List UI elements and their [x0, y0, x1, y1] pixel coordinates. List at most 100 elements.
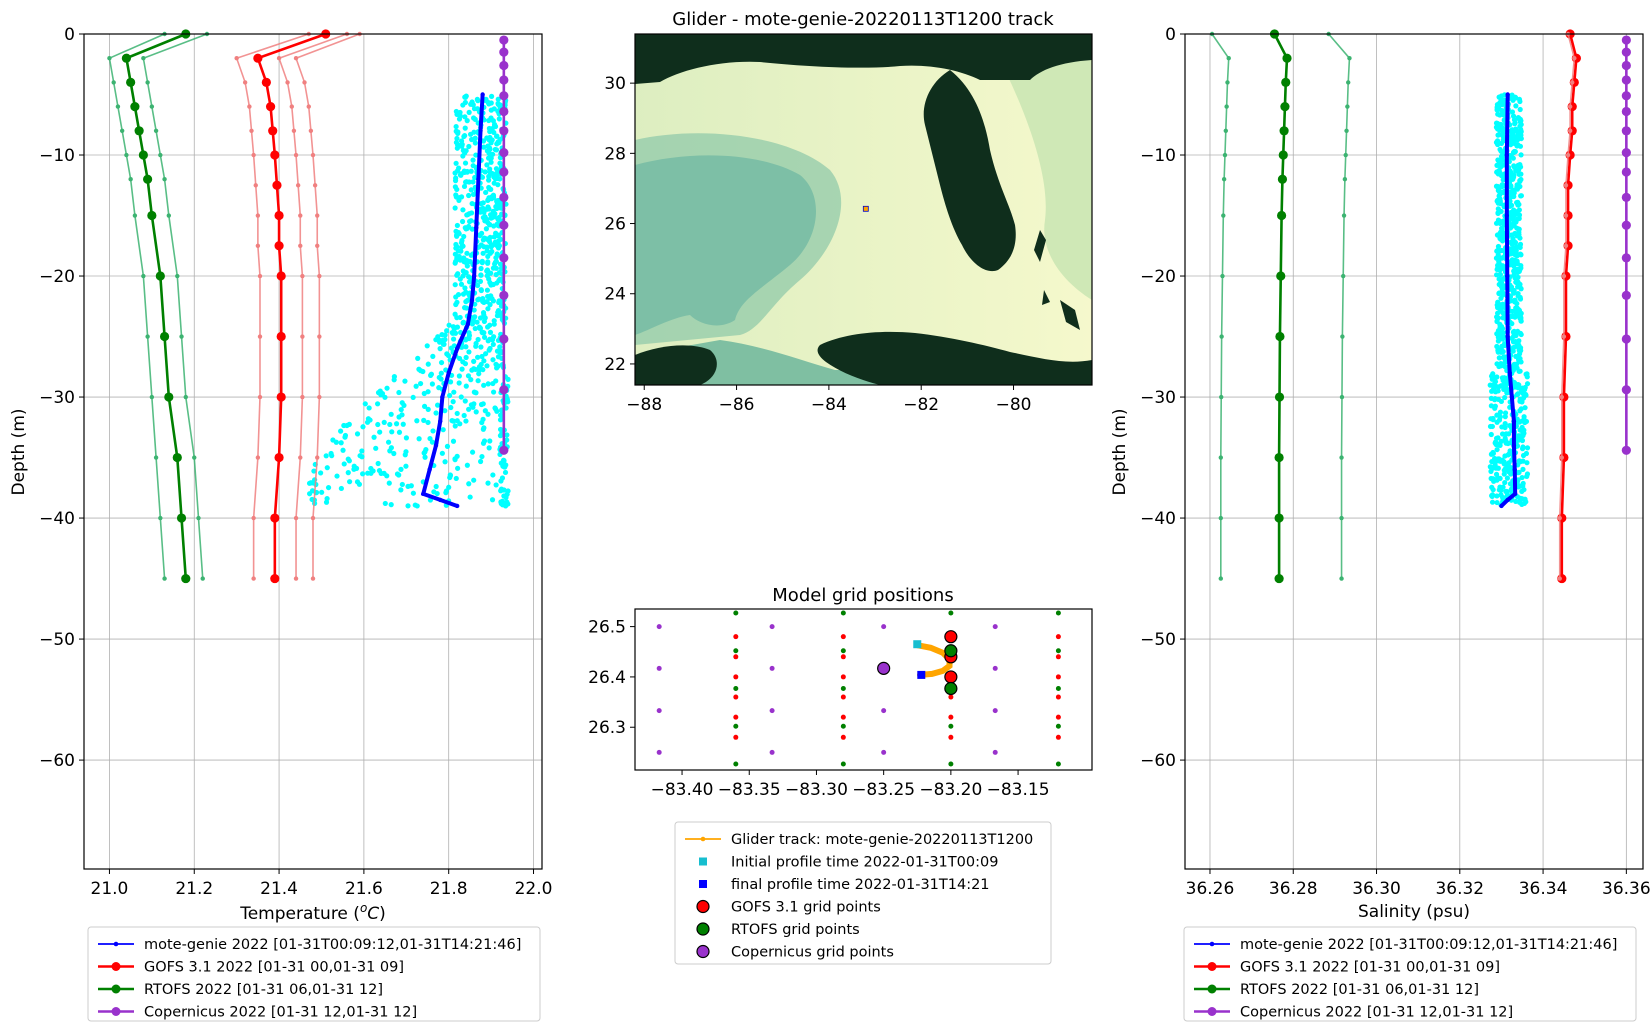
raw-glider-point	[453, 232, 460, 238]
raw-glider-point	[410, 490, 416, 496]
legend-marker-icon	[111, 1007, 121, 1016]
raw-glider-point	[429, 381, 436, 387]
series-line	[1273, 33, 1289, 579]
raw-glider-point	[1518, 132, 1524, 138]
raw-glider-point	[1495, 310, 1501, 316]
raw-glider-point	[1499, 336, 1506, 342]
raw-glider-point	[396, 389, 402, 396]
raw-glider-point	[471, 389, 477, 395]
track-map-title: Glider - mote-genie-20220113T1200 track	[672, 9, 1054, 30]
yucatan-land	[635, 345, 717, 385]
raw-glider-point	[493, 258, 500, 265]
raw-glider-point	[311, 468, 317, 474]
raw-glider-point	[461, 412, 467, 419]
raw-glider-point	[477, 278, 484, 284]
series-point	[1621, 47, 1631, 57]
series-point	[499, 35, 509, 45]
raw-glider-point	[466, 192, 472, 199]
raw-glider-point	[488, 244, 494, 250]
legend-marker-icon	[1209, 941, 1215, 947]
raw-glider-point	[1488, 403, 1494, 409]
rtofs-grid-point	[840, 610, 846, 616]
raw-glider-point	[481, 318, 487, 325]
raw-glider-point	[470, 191, 477, 198]
raw-glider-point	[452, 205, 458, 211]
raw-glider-point	[480, 250, 486, 256]
raw-glider-point	[1497, 121, 1504, 128]
ensemble-point	[298, 213, 303, 218]
ensemble-point	[317, 273, 322, 279]
ensemble-point	[255, 213, 261, 218]
ensemble-point	[312, 183, 318, 188]
raw-glider-point	[414, 418, 420, 424]
x-tick-label: −83.20	[919, 780, 982, 800]
raw-glider-point	[1501, 97, 1507, 103]
raw-glider-point	[482, 169, 488, 175]
rtofs-grid-point	[840, 723, 846, 729]
series-point	[270, 573, 280, 584]
raw-glider-point	[430, 353, 436, 359]
raw-glider-point	[496, 116, 502, 122]
ensemble-point	[124, 152, 129, 158]
ensemble-point	[1339, 576, 1344, 581]
raw-glider-point	[1517, 241, 1524, 247]
raw-glider-point	[440, 337, 446, 343]
ensemble-point	[1344, 128, 1349, 134]
raw-glider-point	[382, 394, 388, 400]
copernicus-grid-point	[881, 708, 887, 714]
ensemble-point	[317, 334, 322, 339]
series-point	[1281, 77, 1291, 88]
raw-glider-point	[452, 282, 458, 288]
salinity-grid	[1185, 33, 1643, 869]
ensemble-point	[1226, 56, 1231, 61]
raw-glider-point	[1511, 328, 1517, 334]
florida-peninsula	[923, 70, 1016, 272]
raw-glider-point	[485, 381, 491, 387]
series-point	[499, 290, 509, 300]
salinity-profile-axes: 36.26 36.28 36.30 36.32 36.34 36.36 0 −10 −20 −30…	[1110, 25, 1651, 922]
y-tick-label: −60	[1140, 751, 1176, 771]
ensemble-point	[1345, 104, 1350, 109]
raw-glider-point	[456, 355, 463, 362]
ensemble-line	[1328, 33, 1351, 579]
raw-glider-point	[1487, 382, 1493, 388]
ensemble-point	[179, 334, 184, 339]
ensemble-point	[253, 183, 258, 188]
raw-glider-point	[330, 437, 336, 443]
raw-glider-point	[490, 357, 496, 363]
raw-glider-point	[469, 99, 475, 105]
raw-glider-point	[1500, 133, 1506, 139]
series-point	[499, 334, 509, 344]
rtofs-grid-point	[733, 761, 739, 767]
raw-glider-point	[461, 183, 468, 190]
raw-glider-point	[388, 502, 394, 508]
raw-glider-point	[480, 298, 486, 305]
ensemble-point	[141, 273, 146, 279]
ensemble-point	[251, 515, 256, 521]
raw-glider-point	[368, 465, 374, 472]
raw-glider-point	[483, 96, 489, 102]
x-tick-label: 36.32	[1435, 879, 1484, 899]
raw-glider-point	[457, 276, 463, 282]
raw-glider-point	[460, 153, 466, 159]
raw-glider-point	[373, 445, 379, 451]
ensemble-point	[291, 128, 297, 134]
raw-glider-point	[468, 377, 474, 383]
raw-glider-point	[443, 488, 449, 494]
series-point	[1279, 126, 1289, 136]
raw-glider-point	[1513, 103, 1519, 109]
legend-marker-icon	[1207, 1007, 1217, 1016]
series-point	[499, 47, 509, 57]
raw-glider-point	[452, 251, 458, 257]
grid-points	[656, 610, 1061, 767]
raw-glider-point	[1498, 148, 1504, 154]
raw-glider-point	[471, 307, 477, 313]
series-point	[499, 60, 509, 71]
raw-glider-point	[1513, 134, 1519, 141]
ensemble-point	[115, 104, 121, 109]
raw-glider-point	[465, 373, 472, 379]
raw-glider-point	[405, 503, 411, 509]
raw-glider-point	[488, 282, 494, 288]
raw-glider-point	[1511, 251, 1518, 257]
rtofs-grid-point	[733, 723, 739, 729]
